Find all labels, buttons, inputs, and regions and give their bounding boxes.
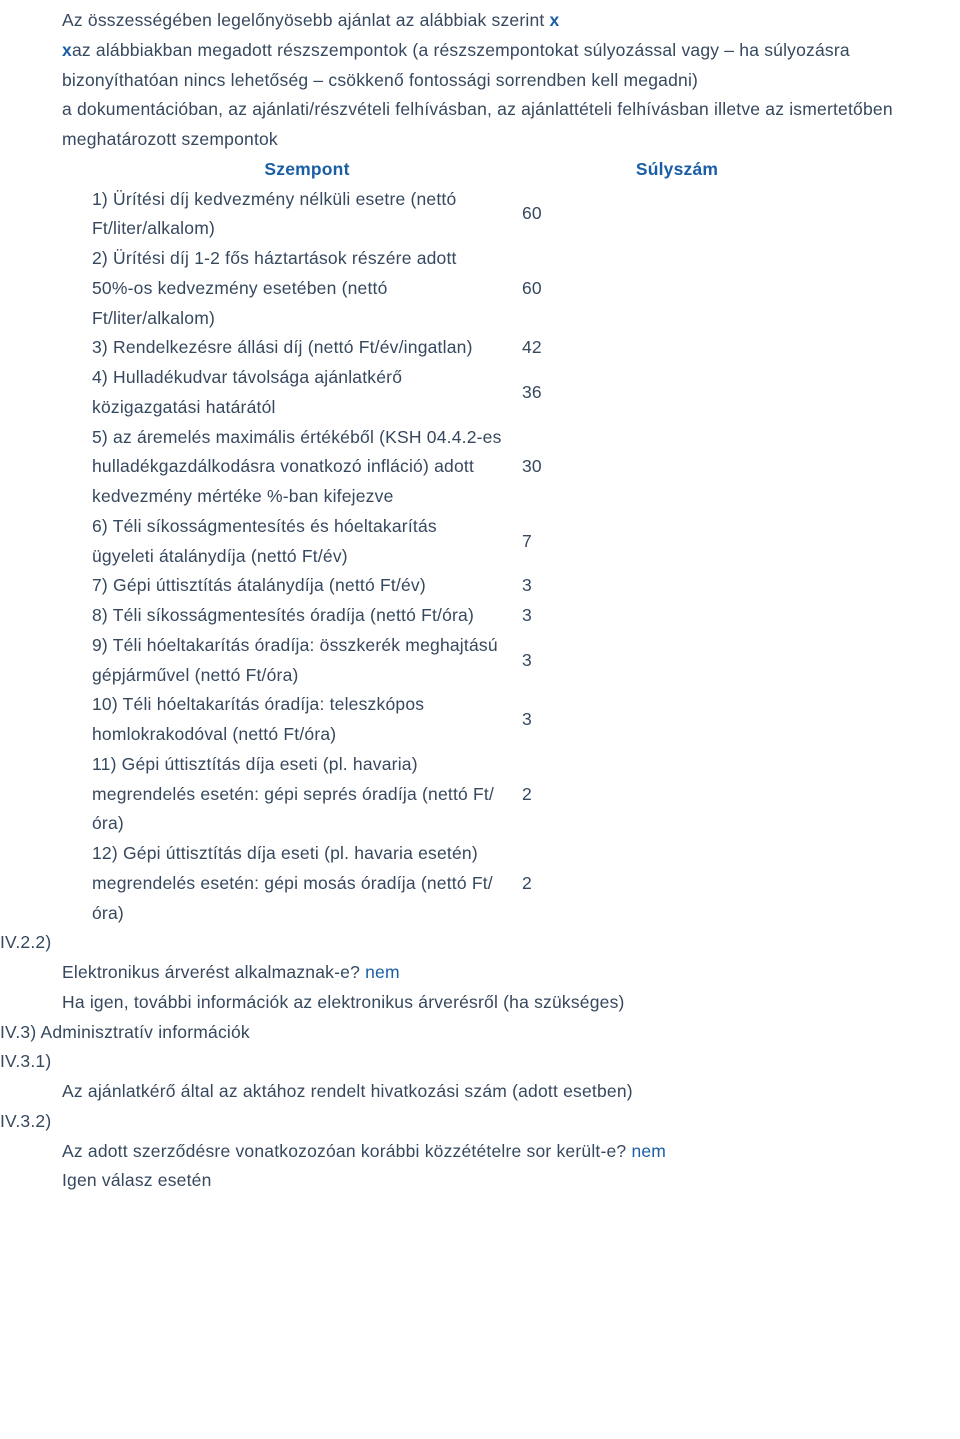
criteria-rows-container: 1) Ürítési díj kedvezmény nélküli esetre… — [0, 185, 960, 929]
criteria-row: 1) Ürítési díj kedvezmény nélküli esetre… — [0, 185, 960, 245]
criteria-weight: 42 — [522, 333, 642, 363]
intro-line-3: a dokumentációban, az ajánlati/részvétel… — [0, 95, 960, 155]
section-iv32-question: Az adott szerződésre vonatkozozóan koráb… — [0, 1137, 960, 1167]
criteria-weight: 60 — [522, 274, 642, 304]
intro-line-2-text: az alábbiakban megadott részszempontok (… — [62, 40, 850, 90]
criteria-row: 4) Hulladékudvar távolsága ajánlatkérő k… — [0, 363, 960, 423]
criteria-weight: 30 — [522, 452, 642, 482]
criteria-row: 11) Gépi úttisztítás díja eseti (pl. hav… — [0, 750, 960, 839]
section-iv31-text: Az ajánlatkérő által az aktához rendelt … — [0, 1077, 960, 1107]
x-mark-2: x — [62, 40, 72, 60]
criteria-text: 7) Gépi úttisztítás átalánydíja (nettó F… — [92, 571, 522, 601]
criteria-row: 10) Téli hóeltakarítás óradíja: teleszkó… — [0, 690, 960, 750]
criteria-weight: 36 — [522, 378, 642, 408]
section-iv22-question: Elektronikus árverést alkalmaznak-e? nem — [0, 958, 960, 988]
iv32-answer: nem — [631, 1141, 666, 1161]
criteria-weight: 60 — [522, 199, 642, 229]
criteria-text: 1) Ürítési díj kedvezmény nélküli esetre… — [92, 185, 522, 245]
criteria-row: 2) Ürítési díj 1-2 fős háztartások részé… — [0, 244, 960, 333]
criteria-row: 9) Téli hóeltakarítás óradíja: összkerék… — [0, 631, 960, 691]
criteria-weight: 3 — [522, 705, 642, 735]
criteria-row: 3) Rendelkezésre állási díj (nettó Ft/év… — [0, 333, 960, 363]
criteria-weight: 2 — [522, 869, 642, 899]
criteria-weight: 3 — [522, 601, 642, 631]
section-iv3-title: IV.3) Adminisztratív információk — [0, 1018, 960, 1048]
criteria-text: 11) Gépi úttisztítás díja eseti (pl. hav… — [92, 750, 522, 839]
criteria-row: 8) Téli síkosságmentesítés óradíja (nett… — [0, 601, 960, 631]
section-iv22-note: Ha igen, további információk az elektron… — [0, 988, 960, 1018]
section-iv32-note: Igen válasz esetén — [0, 1166, 960, 1196]
criteria-header-right: Súlyszám — [522, 155, 832, 185]
criteria-header-left: Szempont — [92, 155, 522, 185]
criteria-text: 2) Ürítési díj 1-2 fős háztartások részé… — [92, 244, 522, 333]
iv32-question-text: Az adott szerződésre vonatkozozóan koráb… — [62, 1141, 631, 1161]
criteria-weight: 2 — [522, 780, 642, 810]
criteria-text: 12) Gépi úttisztítás díja eseti (pl. hav… — [92, 839, 522, 928]
criteria-text: 9) Téli hóeltakarítás óradíja: összkerék… — [92, 631, 522, 691]
criteria-weight: 3 — [522, 571, 642, 601]
intro-line-1: Az összességében legelőnyösebb ajánlat a… — [0, 6, 960, 36]
criteria-header-row: Szempont Súlyszám — [0, 155, 960, 185]
criteria-row: 7) Gépi úttisztítás átalánydíja (nettó F… — [0, 571, 960, 601]
iv22-question-text: Elektronikus árverést alkalmaznak-e? — [62, 962, 365, 982]
criteria-row: 5) az áremelés maximális értékéből (KSH … — [0, 423, 960, 512]
intro-line-1-prefix: Az összességében legelőnyösebb ajánlat a… — [62, 10, 550, 30]
section-iv31-number: IV.3.1) — [0, 1047, 960, 1077]
section-iv32-number: IV.3.2) — [0, 1107, 960, 1137]
criteria-weight: 3 — [522, 646, 642, 676]
criteria-text: 8) Téli síkosságmentesítés óradíja (nett… — [92, 601, 522, 631]
criteria-text: 6) Téli síkosságmentesítés és hóeltakarí… — [92, 512, 522, 572]
criteria-text: 3) Rendelkezésre állási díj (nettó Ft/év… — [92, 333, 522, 363]
criteria-weight: 7 — [522, 527, 642, 557]
section-iv22-number: IV.2.2) — [0, 928, 960, 958]
criteria-text: 5) az áremelés maximális értékéből (KSH … — [92, 423, 522, 512]
criteria-row: 12) Gépi úttisztítás díja eseti (pl. hav… — [0, 839, 960, 928]
intro-line-2: xaz alábbiakban megadott részszempontok … — [0, 36, 960, 96]
criteria-text: 10) Téli hóeltakarítás óradíja: teleszkó… — [92, 690, 522, 750]
x-mark-1: x — [550, 10, 560, 30]
iv22-answer: nem — [365, 962, 400, 982]
criteria-row: 6) Téli síkosságmentesítés és hóeltakarí… — [0, 512, 960, 572]
criteria-text: 4) Hulladékudvar távolsága ajánlatkérő k… — [92, 363, 522, 423]
